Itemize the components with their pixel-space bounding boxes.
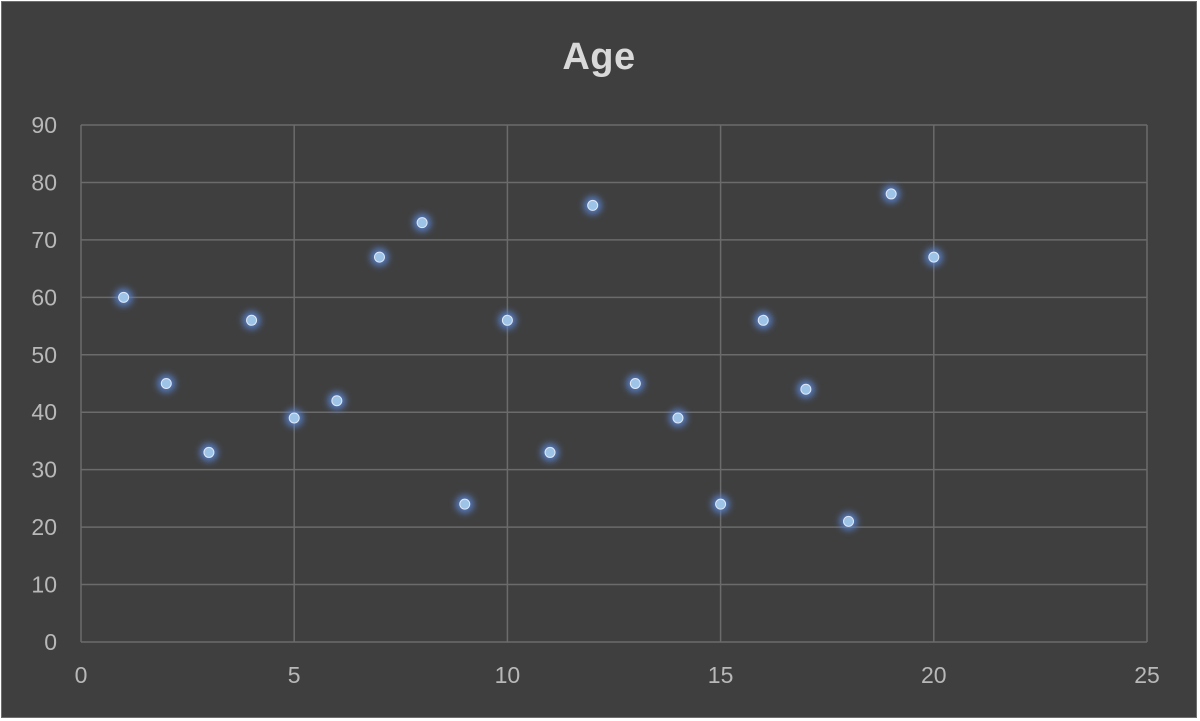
data-point — [327, 391, 346, 410]
y-tick-label: 20 — [31, 514, 57, 540]
y-tick-label: 30 — [31, 457, 57, 483]
data-point — [711, 495, 730, 514]
data-point — [157, 374, 176, 393]
data-point — [796, 380, 815, 399]
y-tick-label: 40 — [31, 399, 57, 425]
x-tick-label: 25 — [1134, 662, 1160, 688]
gridlines — [80, 124, 1148, 643]
data-point — [114, 288, 133, 307]
data-point — [754, 311, 773, 330]
data-points — [114, 184, 943, 531]
x-tick-label: 15 — [708, 662, 734, 688]
y-tick-label: 70 — [31, 227, 57, 253]
data-point — [413, 213, 432, 232]
data-point — [498, 311, 517, 330]
x-tick-label: 0 — [75, 662, 88, 688]
data-point — [199, 443, 218, 462]
data-point — [583, 196, 602, 215]
data-point — [882, 184, 901, 203]
y-tick-label: 50 — [31, 342, 57, 368]
tick-labels: 0 10 20 30 40 50 60 70 80 90 0 5 10 15 20 25 — [31, 112, 1159, 688]
data-point — [924, 248, 943, 267]
x-tick-label: 5 — [288, 662, 301, 688]
data-point — [668, 408, 687, 427]
data-point — [370, 248, 389, 267]
x-tick-label: 20 — [921, 662, 947, 688]
data-point — [455, 495, 474, 514]
y-tick-label: 90 — [31, 112, 57, 138]
data-point — [626, 374, 645, 393]
chart-title: Age — [562, 36, 636, 78]
y-tick-label: 80 — [31, 169, 57, 195]
y-tick-label: 0 — [44, 629, 57, 655]
y-tick-label: 60 — [31, 284, 57, 310]
data-point — [839, 512, 858, 531]
data-point — [541, 443, 560, 462]
data-point — [242, 311, 261, 330]
data-point — [285, 408, 304, 427]
y-tick-label: 10 — [31, 572, 57, 598]
x-tick-label: 10 — [495, 662, 521, 688]
